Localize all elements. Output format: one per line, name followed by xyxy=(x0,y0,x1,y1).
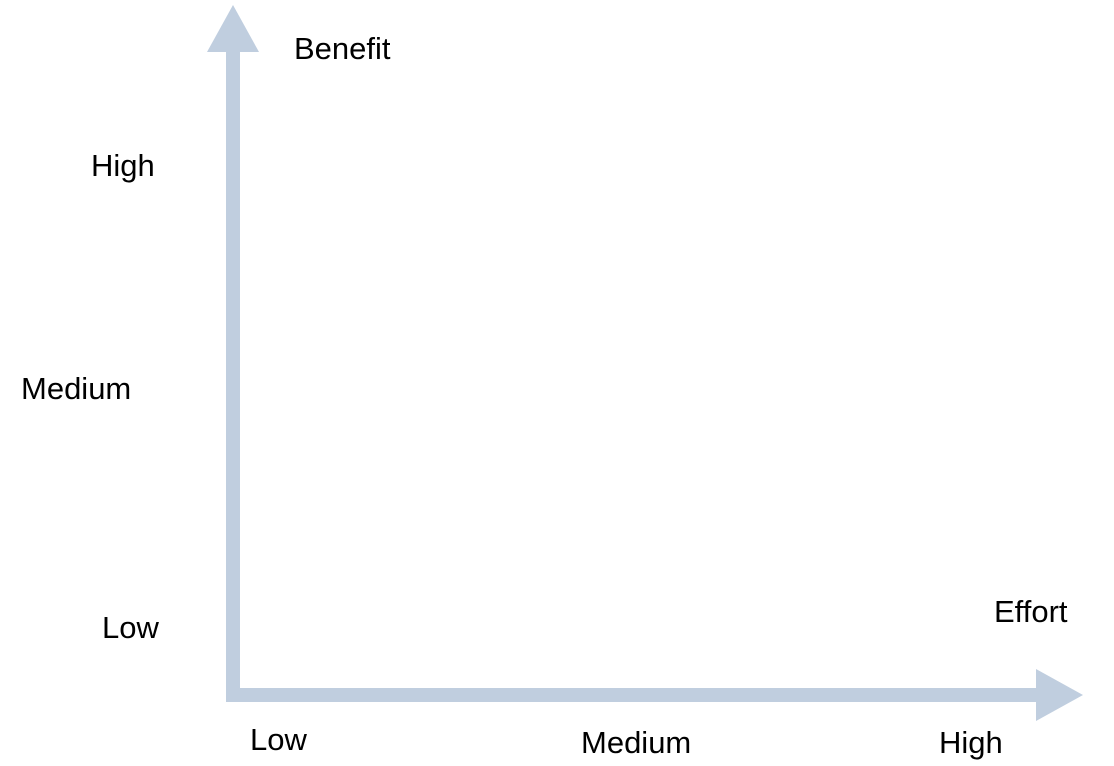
y-level-low: Low xyxy=(102,610,159,645)
x-axis-arrowhead xyxy=(1036,669,1083,721)
x-axis-line xyxy=(226,688,1044,702)
y-level-high: High xyxy=(91,148,155,183)
y-axis-arrowhead xyxy=(207,5,259,52)
x-axis-title: Effort xyxy=(994,594,1068,629)
x-level-low: Low xyxy=(250,722,307,757)
y-axis-title: Benefit xyxy=(294,31,391,66)
x-level-medium: Medium xyxy=(581,725,692,760)
y-level-medium: Medium xyxy=(21,371,132,406)
x-level-high: High xyxy=(939,725,1003,760)
y-axis-line xyxy=(226,48,240,702)
